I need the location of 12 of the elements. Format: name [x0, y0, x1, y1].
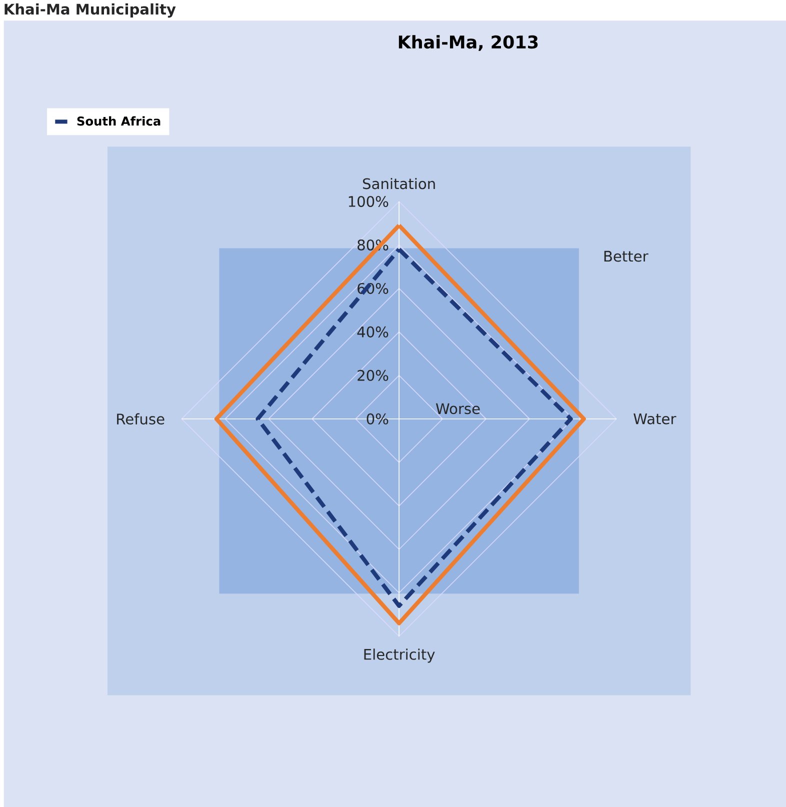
- legend-label: South Africa: [77, 116, 160, 126]
- spoke-label: Sanitation: [362, 178, 435, 190]
- spoke-label: Electricity: [364, 648, 435, 663]
- text: Worse: [436, 403, 480, 414]
- y-tick-label: 100%: [348, 196, 388, 207]
- text: Better: [604, 250, 648, 262]
- spoke-label: Refuse: [117, 413, 164, 425]
- spoke-label: Water: [634, 413, 676, 424]
- text: Khai-Ma Municipality: [4, 3, 176, 18]
- y-tick-label: 40%: [357, 326, 388, 338]
- chart-title: Khai-Ma, 2013: [398, 35, 538, 51]
- y-tick-label: 20%: [358, 370, 388, 381]
